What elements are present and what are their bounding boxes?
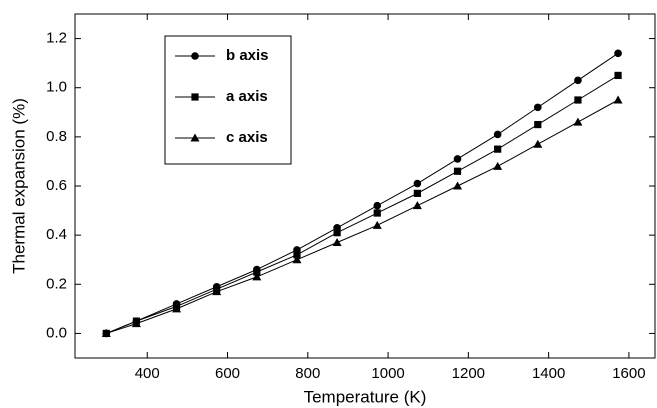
- marker: [573, 117, 583, 126]
- marker: [372, 220, 382, 229]
- legend-box: [164, 35, 292, 165]
- marker: [373, 209, 381, 217]
- marker: [534, 120, 542, 129]
- legend-label: b axis: [226, 47, 269, 64]
- marker: [333, 229, 341, 237]
- marker: [413, 189, 421, 197]
- legend-marker: [190, 133, 200, 142]
- series-line: [106, 52, 619, 334]
- x-tick-label: 1400: [532, 365, 565, 382]
- marker: [614, 49, 622, 58]
- x-tick-label: 1600: [612, 365, 645, 382]
- x-tick-label: 400: [135, 365, 160, 382]
- x-axis-label: Temperature (K): [304, 387, 427, 406]
- marker: [293, 251, 301, 259]
- marker: [493, 161, 503, 170]
- marker: [412, 201, 422, 210]
- x-tick-label: 800: [295, 365, 320, 382]
- marker: [253, 268, 261, 276]
- x-tick-label: 1000: [371, 365, 404, 382]
- legend-marker: [191, 52, 199, 60]
- series-line: [106, 99, 619, 334]
- plot-frame: [74, 13, 656, 359]
- legend-marker: [191, 93, 199, 101]
- y-tick-label: 0.0: [46, 324, 67, 341]
- y-axis-label: Thermal expansion (%): [9, 98, 28, 274]
- x-tick-label: 1200: [452, 365, 485, 382]
- legend-label: c axis: [226, 129, 268, 146]
- marker: [533, 139, 543, 148]
- marker: [453, 167, 462, 175]
- legend-label: a axis: [226, 88, 268, 105]
- marker: [453, 155, 462, 163]
- marker: [453, 181, 463, 190]
- marker: [172, 304, 182, 313]
- marker: [101, 328, 111, 337]
- marker: [533, 103, 542, 112]
- marker: [613, 95, 623, 104]
- x-tick-label: 600: [215, 365, 240, 382]
- y-tick-label: 0.6: [46, 177, 67, 194]
- marker: [494, 145, 502, 153]
- marker: [574, 96, 582, 104]
- marker: [614, 71, 622, 80]
- marker: [212, 287, 222, 296]
- marker: [413, 179, 422, 188]
- marker: [292, 255, 302, 264]
- series-line: [106, 75, 619, 334]
- y-tick-label: 0.8: [46, 128, 67, 145]
- y-tick-label: 1.2: [46, 30, 67, 47]
- marker: [131, 319, 141, 328]
- marker: [332, 238, 342, 247]
- y-tick-label: 0.4: [46, 226, 67, 243]
- marker: [252, 272, 262, 281]
- marker: [373, 201, 382, 210]
- y-tick-label: 1.0: [46, 79, 67, 96]
- marker: [574, 76, 582, 85]
- marker: [493, 130, 502, 139]
- y-tick-label: 0.2: [46, 275, 67, 292]
